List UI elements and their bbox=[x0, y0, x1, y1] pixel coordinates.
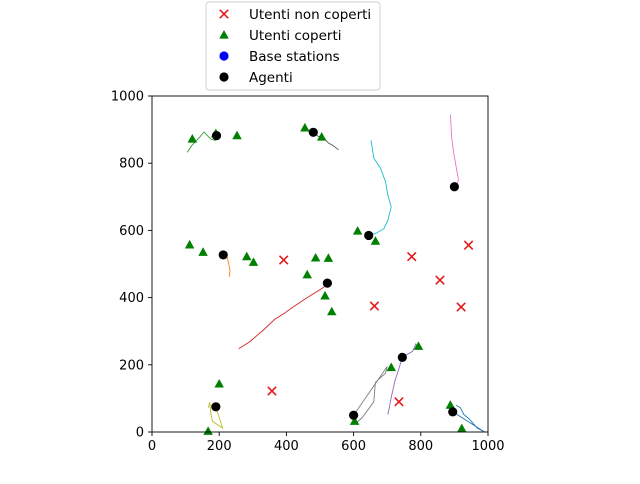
plot-area bbox=[186, 114, 485, 432]
legend-marker-2 bbox=[219, 51, 229, 61]
series-1-point-20 bbox=[349, 416, 360, 425]
series-1-point-13 bbox=[327, 306, 337, 316]
agent-trajectory-5 bbox=[449, 114, 459, 188]
series-1-point-18 bbox=[214, 378, 224, 388]
legend-label-1: Utenti coperti bbox=[249, 28, 342, 44]
x-tick-label-4: 800 bbox=[408, 439, 433, 454]
series-1-point-0 bbox=[187, 134, 198, 143]
legend-marker-1 bbox=[219, 30, 229, 39]
series-2-point-8 bbox=[349, 410, 359, 420]
series-0-point-4 bbox=[456, 302, 466, 312]
series-0-point-1 bbox=[406, 251, 417, 262]
legend-marker-0 bbox=[219, 9, 229, 19]
plot-layer bbox=[184, 114, 485, 435]
agent-trajectory-6 bbox=[387, 342, 419, 415]
series-1-point-14 bbox=[352, 226, 363, 235]
series-0-point-2-stroke-b bbox=[463, 240, 474, 250]
series-1-point-12 bbox=[320, 290, 330, 300]
agent-trajectory-3 bbox=[238, 282, 328, 350]
series-0-point-1-stroke-b bbox=[406, 251, 417, 262]
legend-label-3: Agenti bbox=[249, 70, 293, 86]
series-0-point-5 bbox=[369, 301, 380, 311]
legend-label-2: Base stations bbox=[249, 49, 340, 65]
y-tick-label-3: 600 bbox=[119, 224, 144, 239]
x-tick-label-0: 0 bbox=[148, 439, 156, 454]
series-0-point-0 bbox=[278, 255, 289, 265]
series-1-point-2 bbox=[232, 130, 242, 140]
y-tick-label-4: 800 bbox=[119, 157, 144, 172]
series-1-point-16 bbox=[386, 362, 396, 372]
y-tick-label-2: 400 bbox=[119, 291, 144, 306]
x-tick-label-2: 400 bbox=[274, 439, 299, 454]
series-1-point-21 bbox=[445, 400, 456, 409]
series-0-point-6-stroke-b bbox=[267, 386, 277, 396]
series-0-point-2 bbox=[463, 240, 474, 250]
y-tick-label-5: 1000 bbox=[111, 90, 144, 105]
agent-trajectory-4 bbox=[368, 140, 392, 236]
series-0-point-3 bbox=[435, 275, 445, 285]
series-1-point-5 bbox=[184, 239, 195, 249]
legend-label-0: Utenti non coperti bbox=[249, 7, 371, 23]
agent-trajectory-1 bbox=[313, 131, 339, 151]
x-tick-label-3: 600 bbox=[341, 439, 366, 454]
legend: Utenti non coperti Utenti coperti Base sta… bbox=[205, 1, 381, 91]
legend-marker-0-stroke-b bbox=[219, 9, 229, 19]
series-2-point-1 bbox=[308, 127, 318, 137]
series-2-point-4 bbox=[364, 230, 374, 241]
series-2-point-0 bbox=[211, 131, 222, 141]
series-1-point-9 bbox=[302, 269, 312, 279]
series-0-point-5-stroke-b bbox=[369, 301, 380, 311]
legend-marker-3 bbox=[219, 72, 229, 82]
agent-trajectory-0 bbox=[186, 131, 217, 153]
agent-trajectory-8 bbox=[353, 366, 388, 424]
agent-trajectory-7 bbox=[207, 402, 224, 430]
x-tick-label-5: 1000 bbox=[471, 439, 504, 454]
series-1-point-6 bbox=[198, 247, 208, 256]
series-2-point-2 bbox=[218, 250, 228, 260]
series-1-point-19 bbox=[203, 426, 213, 435]
axes-frame bbox=[151, 95, 489, 433]
series-0-point-7-stroke-b bbox=[394, 396, 404, 407]
series-1-point-8 bbox=[248, 257, 259, 266]
series-2-point-6 bbox=[397, 352, 407, 363]
series-1-point-7 bbox=[242, 251, 252, 261]
legend-frame bbox=[205, 1, 381, 91]
series-2-point-3 bbox=[322, 278, 332, 288]
series-0-point-0-stroke-b bbox=[278, 255, 289, 265]
series-0-point-3-stroke-b bbox=[435, 275, 445, 285]
y-tick-label-0: 0 bbox=[136, 426, 144, 441]
series-2-point-7 bbox=[211, 402, 221, 412]
series-0-point-4-stroke-b bbox=[456, 302, 466, 312]
agent-trajectory-9 bbox=[452, 404, 485, 432]
series-1-point-15 bbox=[370, 236, 381, 245]
x-tick-label-1: 200 bbox=[207, 439, 232, 454]
y-tick-label-1: 200 bbox=[119, 358, 144, 373]
series-1-point-4 bbox=[316, 131, 327, 141]
series-1-point-3 bbox=[300, 122, 310, 132]
series-2-point-5 bbox=[449, 182, 459, 192]
series-0-point-6 bbox=[267, 386, 277, 396]
series-1-point-17 bbox=[413, 341, 424, 350]
series-1-point-10 bbox=[310, 252, 321, 262]
series-0-point-7 bbox=[394, 396, 404, 407]
series-1-point-11 bbox=[323, 253, 334, 262]
series-2-point-9 bbox=[448, 407, 458, 417]
series-1-point-22 bbox=[457, 423, 467, 433]
axes-layer: 0 200 400 600 800 1000 0 200 400 600 800 1000 bbox=[111, 90, 505, 455]
